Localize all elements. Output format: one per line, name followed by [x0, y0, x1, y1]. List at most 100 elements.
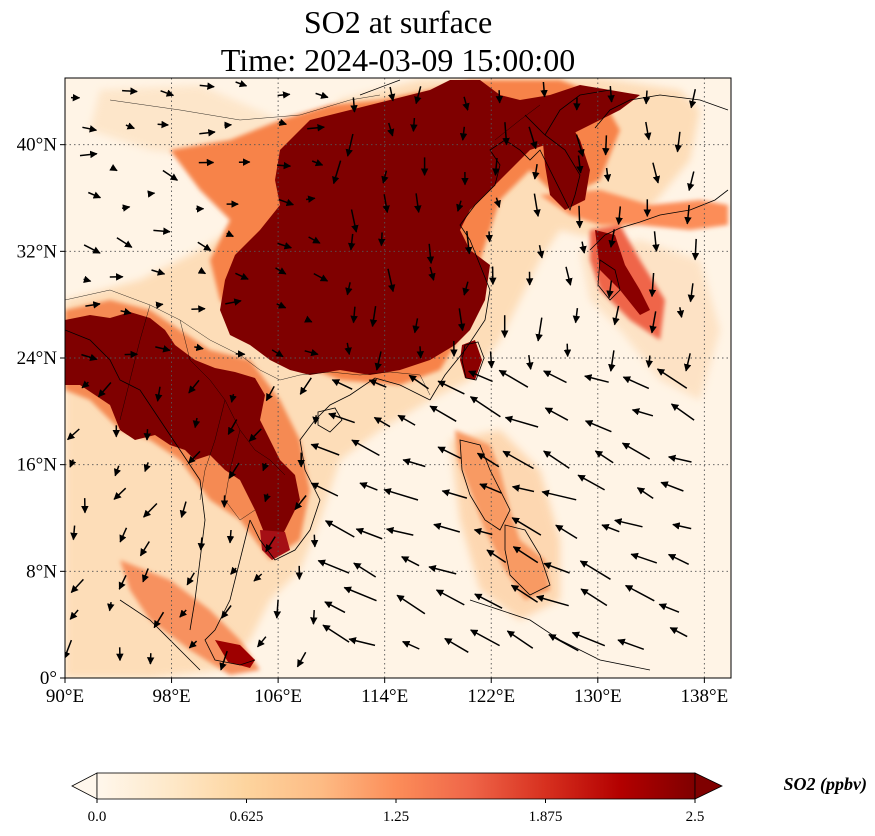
wind-arrow	[194, 343, 204, 352]
wind-arrow	[187, 450, 201, 464]
wind-arrow	[676, 307, 685, 319]
wind-arrow	[82, 125, 98, 133]
wind-arrow	[428, 564, 457, 575]
wind-arrow	[584, 420, 612, 433]
wind-arrow	[435, 589, 465, 606]
wind-arrow	[579, 241, 587, 254]
wind-arrow	[468, 370, 493, 383]
map-area	[65, 78, 731, 678]
wind-arrow	[153, 611, 165, 629]
wind-arrow	[548, 633, 579, 652]
wind-arrow	[683, 353, 692, 372]
wind-arrow	[387, 268, 396, 293]
wind-arrow	[660, 481, 684, 492]
wind-arrow	[565, 266, 573, 286]
wind-arrow	[636, 487, 654, 500]
wind-arrow	[355, 527, 383, 540]
wind-arrow	[353, 562, 377, 578]
lat-tick-label: 8°N	[26, 561, 57, 582]
wind-arrow	[155, 345, 171, 353]
wind-arrow	[359, 482, 378, 491]
wind-arrow	[143, 429, 152, 441]
wind-arrow	[543, 562, 570, 574]
wind-arrow	[535, 317, 543, 342]
wind-arrow	[304, 348, 319, 357]
wind-arrow	[310, 443, 340, 456]
wind-arrow	[227, 419, 238, 436]
lat-tick-label: 32°N	[17, 241, 58, 262]
wind-arrow	[577, 474, 605, 491]
wind-arrow	[612, 305, 620, 326]
wind-arrow	[642, 90, 651, 105]
wind-arrow	[617, 638, 645, 651]
wind-arrow	[456, 200, 464, 212]
wind-arrow	[580, 588, 608, 607]
wind-arrow	[191, 305, 206, 313]
wind-arrow	[310, 534, 319, 548]
wind-arrow	[226, 529, 235, 544]
wind-arrow	[397, 414, 416, 426]
wind-arrow	[311, 159, 324, 167]
wind-arrow	[235, 80, 248, 88]
wind-arrow	[350, 97, 358, 113]
wind-arrow	[502, 450, 534, 470]
wind-arrow	[603, 167, 612, 182]
wind-arrow	[79, 150, 98, 159]
wind-arrow	[139, 541, 150, 557]
wind-arrow	[328, 412, 355, 424]
wind-arrow	[179, 609, 188, 618]
wind-arrow	[684, 204, 692, 225]
wind-arrow	[502, 122, 510, 146]
wind-arrow	[396, 594, 426, 615]
wind-arrow	[652, 162, 661, 184]
wind-arrow	[197, 537, 206, 551]
wind-arrow	[322, 624, 350, 643]
wind-arrow	[192, 417, 201, 429]
wind-arrow	[674, 131, 683, 153]
wind-arrow	[344, 342, 352, 356]
wind-arrow	[381, 170, 389, 184]
wind-arrow	[667, 454, 692, 463]
wind-arrow	[225, 230, 234, 238]
wind-arrow	[345, 282, 353, 296]
wind-arrow	[535, 594, 569, 607]
wind-arrow	[120, 308, 132, 316]
wind-arrow	[312, 415, 320, 425]
wind-arrow	[382, 194, 390, 214]
wind-arrow	[347, 233, 356, 251]
wind-arrow	[147, 190, 156, 198]
wind-arrow	[350, 306, 358, 324]
wind-arrow	[540, 81, 548, 98]
wind-arrow	[487, 351, 495, 369]
wind-arrow	[155, 386, 163, 402]
wind-arrow	[571, 631, 606, 647]
wind-arrow	[122, 87, 138, 95]
wind-arrow	[305, 195, 316, 203]
wind-arrow	[69, 459, 77, 468]
wind-arrow	[462, 96, 470, 111]
wind-arrow	[313, 272, 329, 282]
wind-arrow	[70, 525, 78, 541]
wind-arrow	[493, 197, 501, 209]
wind-arrow	[351, 439, 380, 457]
wind-arrow	[199, 129, 216, 137]
wind-arrow	[97, 382, 112, 398]
lon-tick-label: 138°E	[681, 686, 729, 707]
wind-arrow	[414, 193, 422, 214]
wind-arrow	[368, 379, 387, 388]
wind-arrow	[631, 408, 654, 417]
colorbar-max-extension	[694, 772, 723, 800]
wind-arrow	[437, 446, 462, 459]
wind-arrow	[225, 298, 242, 306]
wind-arrow	[579, 560, 611, 580]
wind-arrow	[160, 89, 175, 97]
wind-arrow	[414, 86, 422, 105]
wind-arrow	[648, 272, 657, 298]
wind-arrow	[656, 368, 688, 389]
wind-arrow	[630, 552, 658, 564]
colorbar-ticks: 0.0 0.625 1.25 1.875 2.5	[88, 799, 704, 825]
wind-arrow	[113, 465, 122, 477]
wind-arrow	[607, 86, 615, 103]
wind-arrow	[350, 209, 359, 233]
